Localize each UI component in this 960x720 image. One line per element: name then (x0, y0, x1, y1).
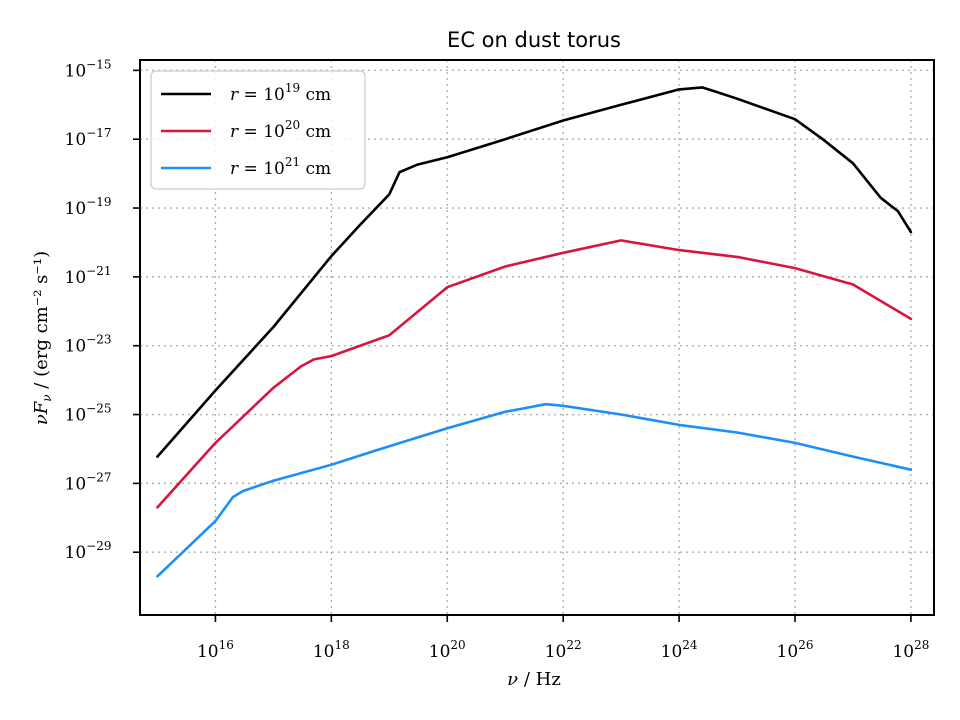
y-tick-label-base: 10 (65, 268, 87, 288)
legend-unit: cm (300, 85, 331, 105)
y-tick-label-base: 10 (65, 406, 87, 426)
y-tick-label-base: 10 (65, 130, 87, 150)
x-axis-unit: Hz (536, 669, 561, 690)
legend-label-2: r = 1020 cm (230, 118, 331, 142)
y-tick-label-base: 10 (65, 543, 87, 563)
ticks (133, 69, 912, 622)
x-tick-label-exponent: 18 (335, 638, 350, 652)
y-tick-label-exponent: −21 (86, 264, 111, 278)
legend-label-3: r = 1021 cm (230, 155, 331, 179)
x-tick-label: 1020 (429, 638, 466, 662)
x-axis-label: ν / Hz (507, 669, 561, 690)
legend-eq: = 10 (238, 85, 285, 105)
x-tick-label-base: 10 (545, 642, 567, 662)
legend-exponent: 19 (285, 81, 300, 95)
y-axis-unit: erg cm⁻² s⁻¹ (31, 258, 52, 370)
x-tick-label-base: 10 (892, 642, 914, 662)
y-axis-label: νFν / (erg cm⁻² s⁻¹) (31, 251, 54, 425)
legend-eq: = 10 (238, 122, 285, 142)
x-tick-label-base: 10 (429, 642, 451, 662)
legend: r = 1019 cmr = 1020 cmr = 1021 cm (150, 70, 366, 190)
y-axis-var-sub: ν (40, 394, 54, 401)
x-tick-label: 1018 (313, 638, 350, 662)
y-tick-label: 10−23 (65, 333, 112, 357)
y-tick-label: 10−29 (65, 539, 112, 563)
legend-var: r (230, 122, 239, 142)
x-tick-label-exponent: 26 (798, 638, 813, 652)
y-axis-var: νF (31, 400, 52, 425)
chart-title: EC on dust torus (447, 28, 621, 52)
x-axis-var: ν (507, 669, 518, 690)
x-tick-label-base: 10 (777, 642, 799, 662)
y-tick-label-exponent: −25 (86, 402, 111, 416)
tick-labels: 1016 1018 1020 1022 1024 1026 102810−2910−2710… (65, 57, 930, 662)
x-tick-label: 1024 (661, 638, 698, 662)
series-layer (156, 86, 913, 578)
y-tick-label: 10−21 (65, 264, 112, 288)
y-tick-label-exponent: −27 (86, 470, 111, 484)
legend-unit: cm (300, 159, 331, 179)
legend-box (150, 70, 366, 190)
legend-eq: = 10 (238, 159, 285, 179)
legend-exponent: 21 (285, 155, 300, 169)
x-tick-label-exponent: 16 (219, 638, 234, 652)
y-tick-label-exponent: −17 (86, 126, 111, 140)
x-tick-label-exponent: 22 (566, 638, 581, 652)
x-tick-label-exponent: 24 (682, 638, 698, 652)
y-tick-label: 10−17 (65, 126, 112, 150)
y-tick-label: 10−19 (65, 195, 112, 219)
x-tick-label: 1022 (545, 638, 582, 662)
x-tick-label: 1026 (777, 638, 814, 662)
x-tick-label-base: 10 (661, 642, 683, 662)
legend-var: r (230, 159, 239, 179)
y-tick-label: 10−15 (65, 57, 112, 81)
legend-label-1: r = 1019 cm (230, 81, 331, 105)
y-tick-label-base: 10 (65, 474, 87, 494)
x-tick-label-exponent: 28 (914, 638, 929, 652)
y-tick-label-exponent: −19 (86, 195, 111, 209)
y-tick-label-base: 10 (65, 199, 87, 219)
series-line-1 (156, 86, 913, 458)
y-tick-label-base: 10 (65, 337, 87, 357)
grid (140, 60, 934, 615)
plot-frame (139, 59, 935, 616)
x-tick-label: 1028 (892, 638, 929, 662)
legend-var: r (230, 85, 239, 105)
y-tick-label-base: 10 (65, 61, 87, 81)
legend-exponent: 20 (285, 118, 300, 132)
y-tick-label-exponent: −29 (86, 539, 111, 553)
series-line-3 (156, 402, 913, 578)
legend-unit: cm (300, 122, 331, 142)
y-tick-label: 10−27 (65, 470, 112, 494)
y-tick-label: 10−25 (65, 402, 112, 426)
x-tick-label-exponent: 20 (450, 638, 465, 652)
y-tick-label-exponent: −23 (86, 333, 111, 347)
y-tick-label-exponent: −15 (86, 57, 111, 71)
x-tick-label-base: 10 (313, 642, 335, 662)
x-tick-label-base: 10 (197, 642, 219, 662)
series-line-2 (156, 239, 913, 509)
x-tick-label: 1016 (197, 638, 234, 662)
